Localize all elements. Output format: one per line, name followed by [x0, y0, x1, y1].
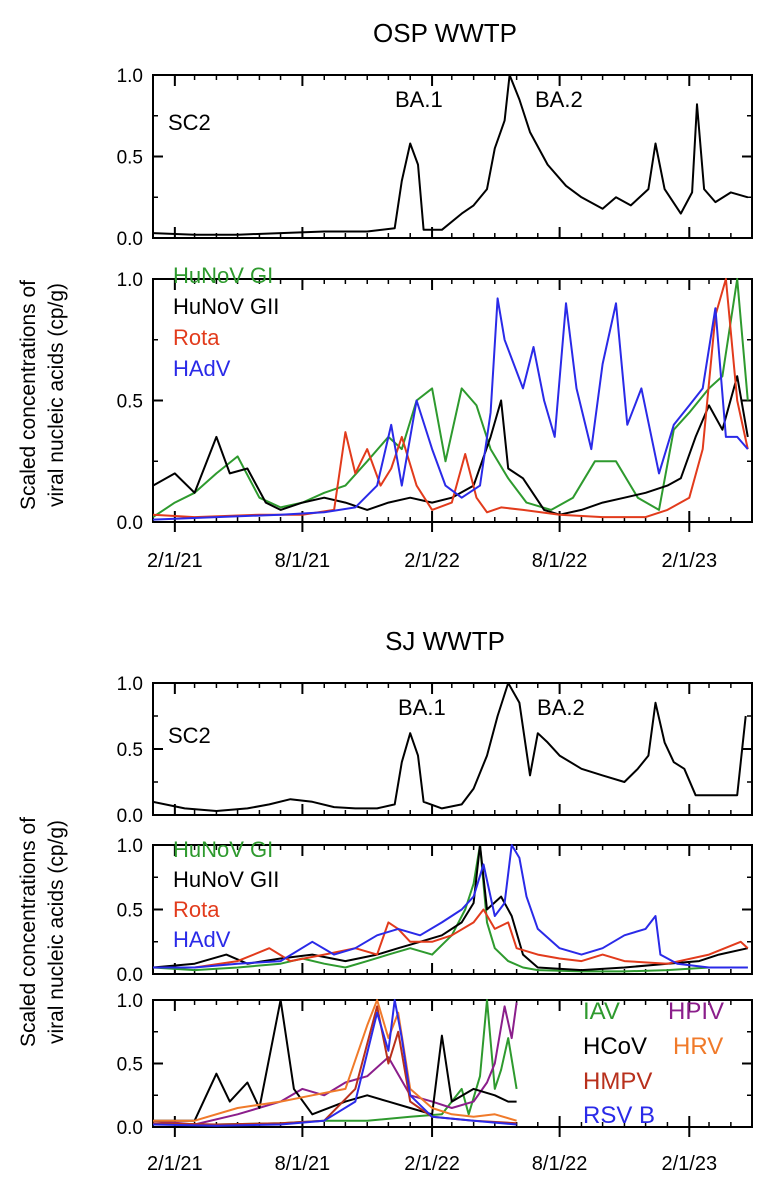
legend-iav: IAV: [583, 998, 620, 1025]
legend-hrv: HRV: [673, 1033, 723, 1060]
y-tick-label: 0.5: [117, 1055, 143, 1076]
y-axis-label-osp-line1: Scaled concentrations of: [17, 280, 40, 510]
y-tick-label: 0.0: [117, 806, 143, 827]
panel-sj-enteric: 0.0 0.5 1.0 HuNoV GI HuNoV GII Rota HAdV: [117, 836, 753, 986]
y-tick-label: 1.0: [117, 991, 143, 1012]
panel-frame: [152, 682, 753, 816]
annotation-ba1: BA.1: [398, 695, 446, 720]
x-tick-label: 2/1/22: [404, 1153, 460, 1175]
series-line-hadv: [153, 844, 748, 969]
series-line-hcov: [153, 999, 517, 1122]
legend-rota: Rota: [173, 325, 220, 350]
y-tick-label: 0.0: [117, 1118, 143, 1139]
panel-osp-enteric: 0.0 0.5 1.0 2/1/21 8/1/21 2/1/22 8/1/22 2/1/23 H…: [117, 263, 753, 572]
y-tick-label: 0.5: [117, 148, 143, 169]
panel-sj-sc2: 0.0 0.5 1.0 SC2 BA.1 BA.2: [117, 674, 753, 827]
y-axis-label-osp-line2: viral nucleic acids (cp/g): [45, 283, 68, 507]
annotation-ba2: BA.2: [537, 695, 585, 720]
series-line-sc2: [153, 74, 749, 236]
legend-rsv-b: RSV B: [583, 1102, 655, 1129]
series-line-rsv-b: [153, 999, 517, 1127]
panel-label-sc2: SC2: [168, 723, 211, 748]
series-line-rota: [153, 278, 749, 519]
panel-sj-respiratory: 0.0 0.5 1.0 2/1/21 8/1/21 2/1/22 8/1/22 2/1/23 I…: [117, 991, 753, 1175]
series-line-hadv: [153, 297, 749, 521]
panel-frame: [152, 74, 753, 239]
y-tick-label: 0.5: [117, 901, 143, 922]
y-tick-label: 0.5: [117, 740, 143, 761]
y-tick-label: 1.0: [117, 66, 143, 87]
figure-title-sj: SJ WWTP: [385, 626, 505, 656]
annotation-ba2: BA.2: [535, 87, 583, 112]
series-line-sc2: [153, 682, 747, 812]
legend-hmpv: HMPV: [583, 1068, 652, 1095]
y-tick-label: 0.0: [117, 513, 143, 534]
panel-label-sc2: SC2: [168, 110, 211, 135]
legend-hunov-gi: HuNoV GI: [173, 837, 273, 862]
annotation-ba1: BA.1: [395, 87, 443, 112]
series-line-hunov-gi: [153, 844, 748, 973]
legend-hunov-gii: HuNoV GII: [173, 867, 279, 892]
x-tick-label: 2/1/21: [147, 550, 203, 572]
series-line-hunov-gi: [153, 278, 749, 518]
legend-hpiv: HPIV: [668, 998, 724, 1025]
chart-root: 0.0 0.5 1.0 SC2 BA.1 BA.2 0.0 0.5 1.0 2/1/21 8/1/2…: [117, 66, 753, 1175]
y-tick-label: 0.0: [117, 229, 143, 250]
x-tick-label: 8/1/22: [532, 1153, 588, 1175]
y-tick-label: 1.0: [117, 674, 143, 695]
legend-hunov-gi: HuNoV GI: [173, 263, 273, 288]
figure-title-osp: OSP WWTP: [373, 18, 517, 48]
x-tick-label: 8/1/21: [275, 550, 331, 572]
legend-hadv: HAdV: [173, 927, 231, 952]
legend-hunov-gii: HuNoV GII: [173, 294, 279, 319]
x-tick-label: 8/1/22: [532, 550, 588, 572]
x-tick-label: 2/1/22: [404, 550, 460, 572]
panel-osp-sc2: 0.0 0.5 1.0 SC2 BA.1 BA.2: [117, 66, 753, 250]
x-tick-label: 2/1/21: [147, 1153, 203, 1175]
x-tick-label: 2/1/23: [661, 1153, 717, 1175]
series-line-hpiv: [153, 1002, 518, 1126]
x-tick-label: 8/1/21: [275, 1153, 331, 1175]
legend-hadv: HAdV: [173, 356, 231, 381]
legend-rota: Rota: [173, 897, 220, 922]
series-line-hunov-gii: [153, 844, 749, 972]
legend-hcov: HCoV: [583, 1033, 647, 1060]
y-tick-label: 1.0: [117, 270, 143, 291]
series-line-hrv: [153, 999, 517, 1122]
y-tick-label: 1.0: [117, 836, 143, 857]
y-tick-label: 0.5: [117, 392, 143, 413]
series-line-hmpv: [153, 1005, 517, 1126]
series-line-hunov-gii: [153, 375, 749, 516]
y-axis-label-sj-line1: Scaled concentrations of: [17, 817, 40, 1047]
series-line-rota: [153, 908, 749, 969]
x-tick-label: 2/1/23: [661, 550, 717, 572]
y-tick-label: 0.0: [117, 965, 143, 986]
y-axis-label-sj-line2: viral nucleic acids (cp/g): [45, 820, 68, 1044]
